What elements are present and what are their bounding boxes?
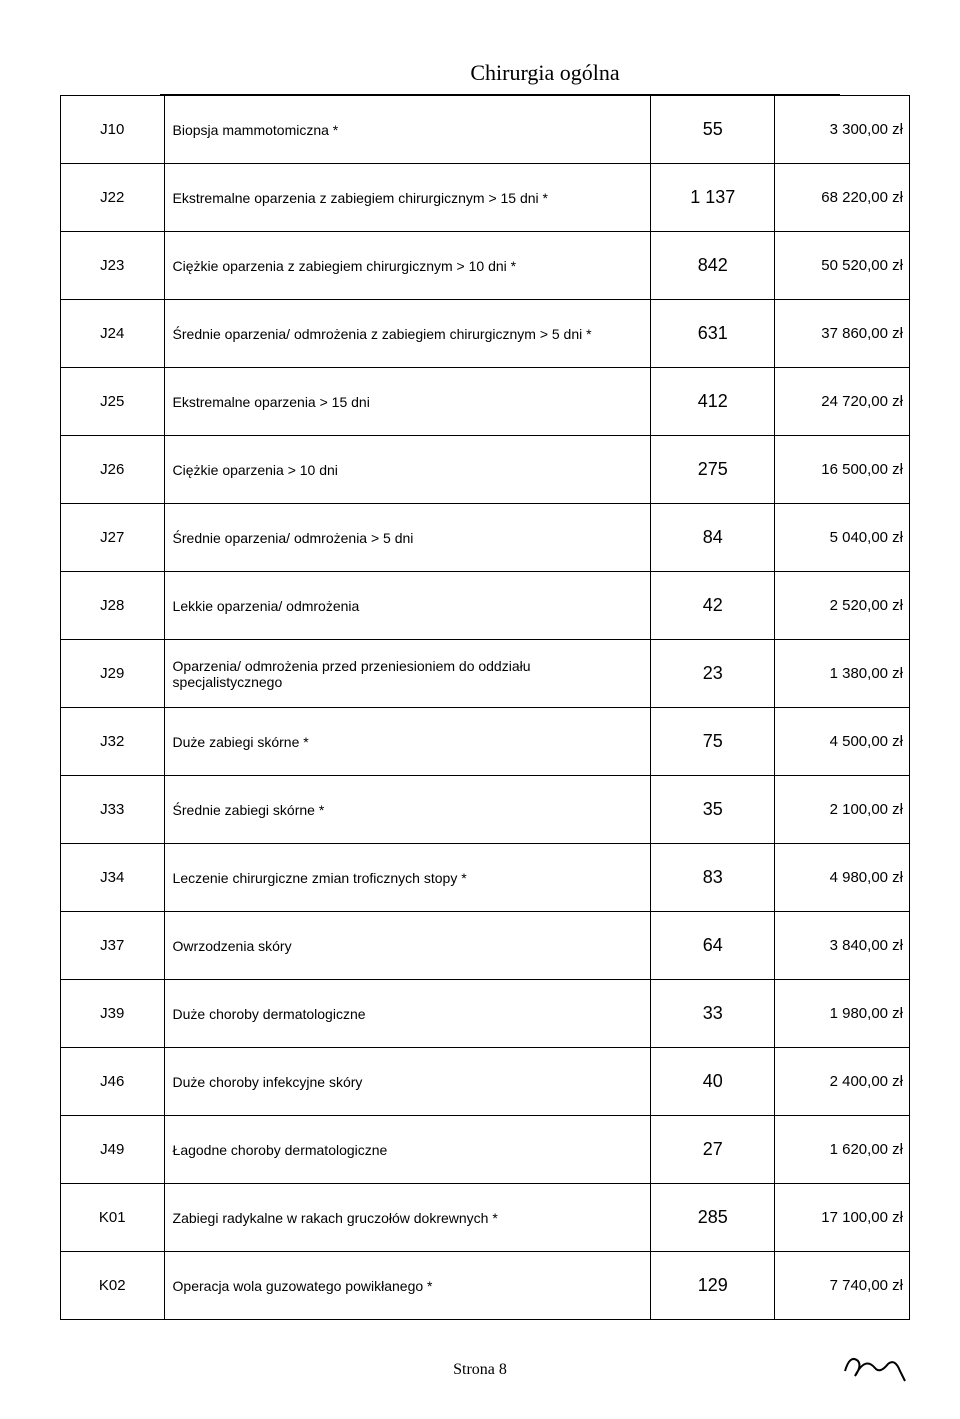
desc-cell: Ekstremalne oparzenia > 15 dni xyxy=(164,368,651,436)
value-cell: 75 xyxy=(651,708,775,776)
value-cell: 129 xyxy=(651,1252,775,1320)
price-cell: 2 100,00 zł xyxy=(775,776,910,844)
value-cell: 1 137 xyxy=(651,164,775,232)
table-row: J24Średnie oparzenia/ odmrożenia z zabie… xyxy=(61,300,910,368)
price-cell: 17 100,00 zł xyxy=(775,1184,910,1252)
price-cell: 1 980,00 zł xyxy=(775,980,910,1048)
price-cell: 2 400,00 zł xyxy=(775,1048,910,1116)
code-cell: J24 xyxy=(61,300,165,368)
desc-cell: Ciężkie oparzenia z zabiegiem chirurgicz… xyxy=(164,232,651,300)
code-cell: J10 xyxy=(61,96,165,164)
desc-cell: Średnie oparzenia/ odmrożenia > 5 dni xyxy=(164,504,651,572)
table-row: J32Duże zabiegi skórne *754 500,00 zł xyxy=(61,708,910,776)
value-cell: 27 xyxy=(651,1116,775,1184)
code-cell: J39 xyxy=(61,980,165,1048)
code-cell: J28 xyxy=(61,572,165,640)
desc-cell: Biopsja mammotomiczna * xyxy=(164,96,651,164)
value-cell: 412 xyxy=(651,368,775,436)
value-cell: 33 xyxy=(651,980,775,1048)
table-row: J39Duże choroby dermatologiczne331 980,0… xyxy=(61,980,910,1048)
price-cell: 37 860,00 zł xyxy=(775,300,910,368)
code-cell: J34 xyxy=(61,844,165,912)
price-cell: 4 500,00 zł xyxy=(775,708,910,776)
value-cell: 35 xyxy=(651,776,775,844)
table-row: J22Ekstremalne oparzenia z zabiegiem chi… xyxy=(61,164,910,232)
table-row: J49Łagodne choroby dermatologiczne271 62… xyxy=(61,1116,910,1184)
desc-cell: Łagodne choroby dermatologiczne xyxy=(164,1116,651,1184)
table-row: J27Średnie oparzenia/ odmrożenia > 5 dni… xyxy=(61,504,910,572)
desc-cell: Duże zabiegi skórne * xyxy=(164,708,651,776)
code-cell: J46 xyxy=(61,1048,165,1116)
page-footer: Strona 8 xyxy=(0,1361,960,1379)
table-row: J28Lekkie oparzenia/ odmrożenia422 520,0… xyxy=(61,572,910,640)
price-cell: 4 980,00 zł xyxy=(775,844,910,912)
table-row: K01Zabiegi radykalne w rakach gruczołów … xyxy=(61,1184,910,1252)
desc-cell: Lekkie oparzenia/ odmrożenia xyxy=(164,572,651,640)
table-row: J26Ciężkie oparzenia > 10 dni27516 500,0… xyxy=(61,436,910,504)
price-cell: 50 520,00 zł xyxy=(775,232,910,300)
code-cell: J37 xyxy=(61,912,165,980)
code-cell: J26 xyxy=(61,436,165,504)
table-row: J33Średnie zabiegi skórne *352 100,00 zł xyxy=(61,776,910,844)
price-cell: 1 380,00 zł xyxy=(775,640,910,708)
price-cell: 68 220,00 zł xyxy=(775,164,910,232)
table-row: J34Leczenie chirurgiczne zmian troficzny… xyxy=(61,844,910,912)
value-cell: 83 xyxy=(651,844,775,912)
code-cell: J32 xyxy=(61,708,165,776)
value-cell: 42 xyxy=(651,572,775,640)
page-title: Chirurgia ogólna xyxy=(180,60,910,86)
code-cell: J25 xyxy=(61,368,165,436)
table-row: J37Owrzodzenia skóry643 840,00 zł xyxy=(61,912,910,980)
code-cell: J22 xyxy=(61,164,165,232)
price-cell: 7 740,00 zł xyxy=(775,1252,910,1320)
pricing-table: J10Biopsja mammotomiczna *553 300,00 złJ… xyxy=(60,95,910,1320)
table-row: J25Ekstremalne oparzenia > 15 dni41224 7… xyxy=(61,368,910,436)
desc-cell: Duże choroby dermatologiczne xyxy=(164,980,651,1048)
table-row: J23Ciężkie oparzenia z zabiegiem chirurg… xyxy=(61,232,910,300)
price-cell: 2 520,00 zł xyxy=(775,572,910,640)
code-cell: J27 xyxy=(61,504,165,572)
value-cell: 40 xyxy=(651,1048,775,1116)
value-cell: 631 xyxy=(651,300,775,368)
table-row: J29Oparzenia/ odmrożenia przed przeniesi… xyxy=(61,640,910,708)
code-cell: J23 xyxy=(61,232,165,300)
desc-cell: Operacja wola guzowatego powikłanego * xyxy=(164,1252,651,1320)
value-cell: 285 xyxy=(651,1184,775,1252)
code-cell: J29 xyxy=(61,640,165,708)
value-cell: 23 xyxy=(651,640,775,708)
code-cell: K02 xyxy=(61,1252,165,1320)
price-cell: 3 300,00 zł xyxy=(775,96,910,164)
desc-cell: Duże choroby infekcyjne skóry xyxy=(164,1048,651,1116)
signature xyxy=(840,1346,910,1394)
code-cell: K01 xyxy=(61,1184,165,1252)
value-cell: 842 xyxy=(651,232,775,300)
price-cell: 24 720,00 zł xyxy=(775,368,910,436)
desc-cell: Leczenie chirurgiczne zmian troficznych … xyxy=(164,844,651,912)
desc-cell: Ekstremalne oparzenia z zabiegiem chirur… xyxy=(164,164,651,232)
desc-cell: Owrzodzenia skóry xyxy=(164,912,651,980)
desc-cell: Średnie zabiegi skórne * xyxy=(164,776,651,844)
value-cell: 64 xyxy=(651,912,775,980)
code-cell: J49 xyxy=(61,1116,165,1184)
price-cell: 16 500,00 zł xyxy=(775,436,910,504)
code-cell: J33 xyxy=(61,776,165,844)
price-cell: 5 040,00 zł xyxy=(775,504,910,572)
value-cell: 55 xyxy=(651,96,775,164)
value-cell: 275 xyxy=(651,436,775,504)
desc-cell: Oparzenia/ odmrożenia przed przeniesioni… xyxy=(164,640,651,708)
value-cell: 84 xyxy=(651,504,775,572)
table-row: J10Biopsja mammotomiczna *553 300,00 zł xyxy=(61,96,910,164)
desc-cell: Ciężkie oparzenia > 10 dni xyxy=(164,436,651,504)
desc-cell: Zabiegi radykalne w rakach gruczołów dok… xyxy=(164,1184,651,1252)
table-row: K02Operacja wola guzowatego powikłanego … xyxy=(61,1252,910,1320)
price-cell: 1 620,00 zł xyxy=(775,1116,910,1184)
table-row: J46Duże choroby infekcyjne skóry402 400,… xyxy=(61,1048,910,1116)
price-cell: 3 840,00 zł xyxy=(775,912,910,980)
desc-cell: Średnie oparzenia/ odmrożenia z zabiegie… xyxy=(164,300,651,368)
